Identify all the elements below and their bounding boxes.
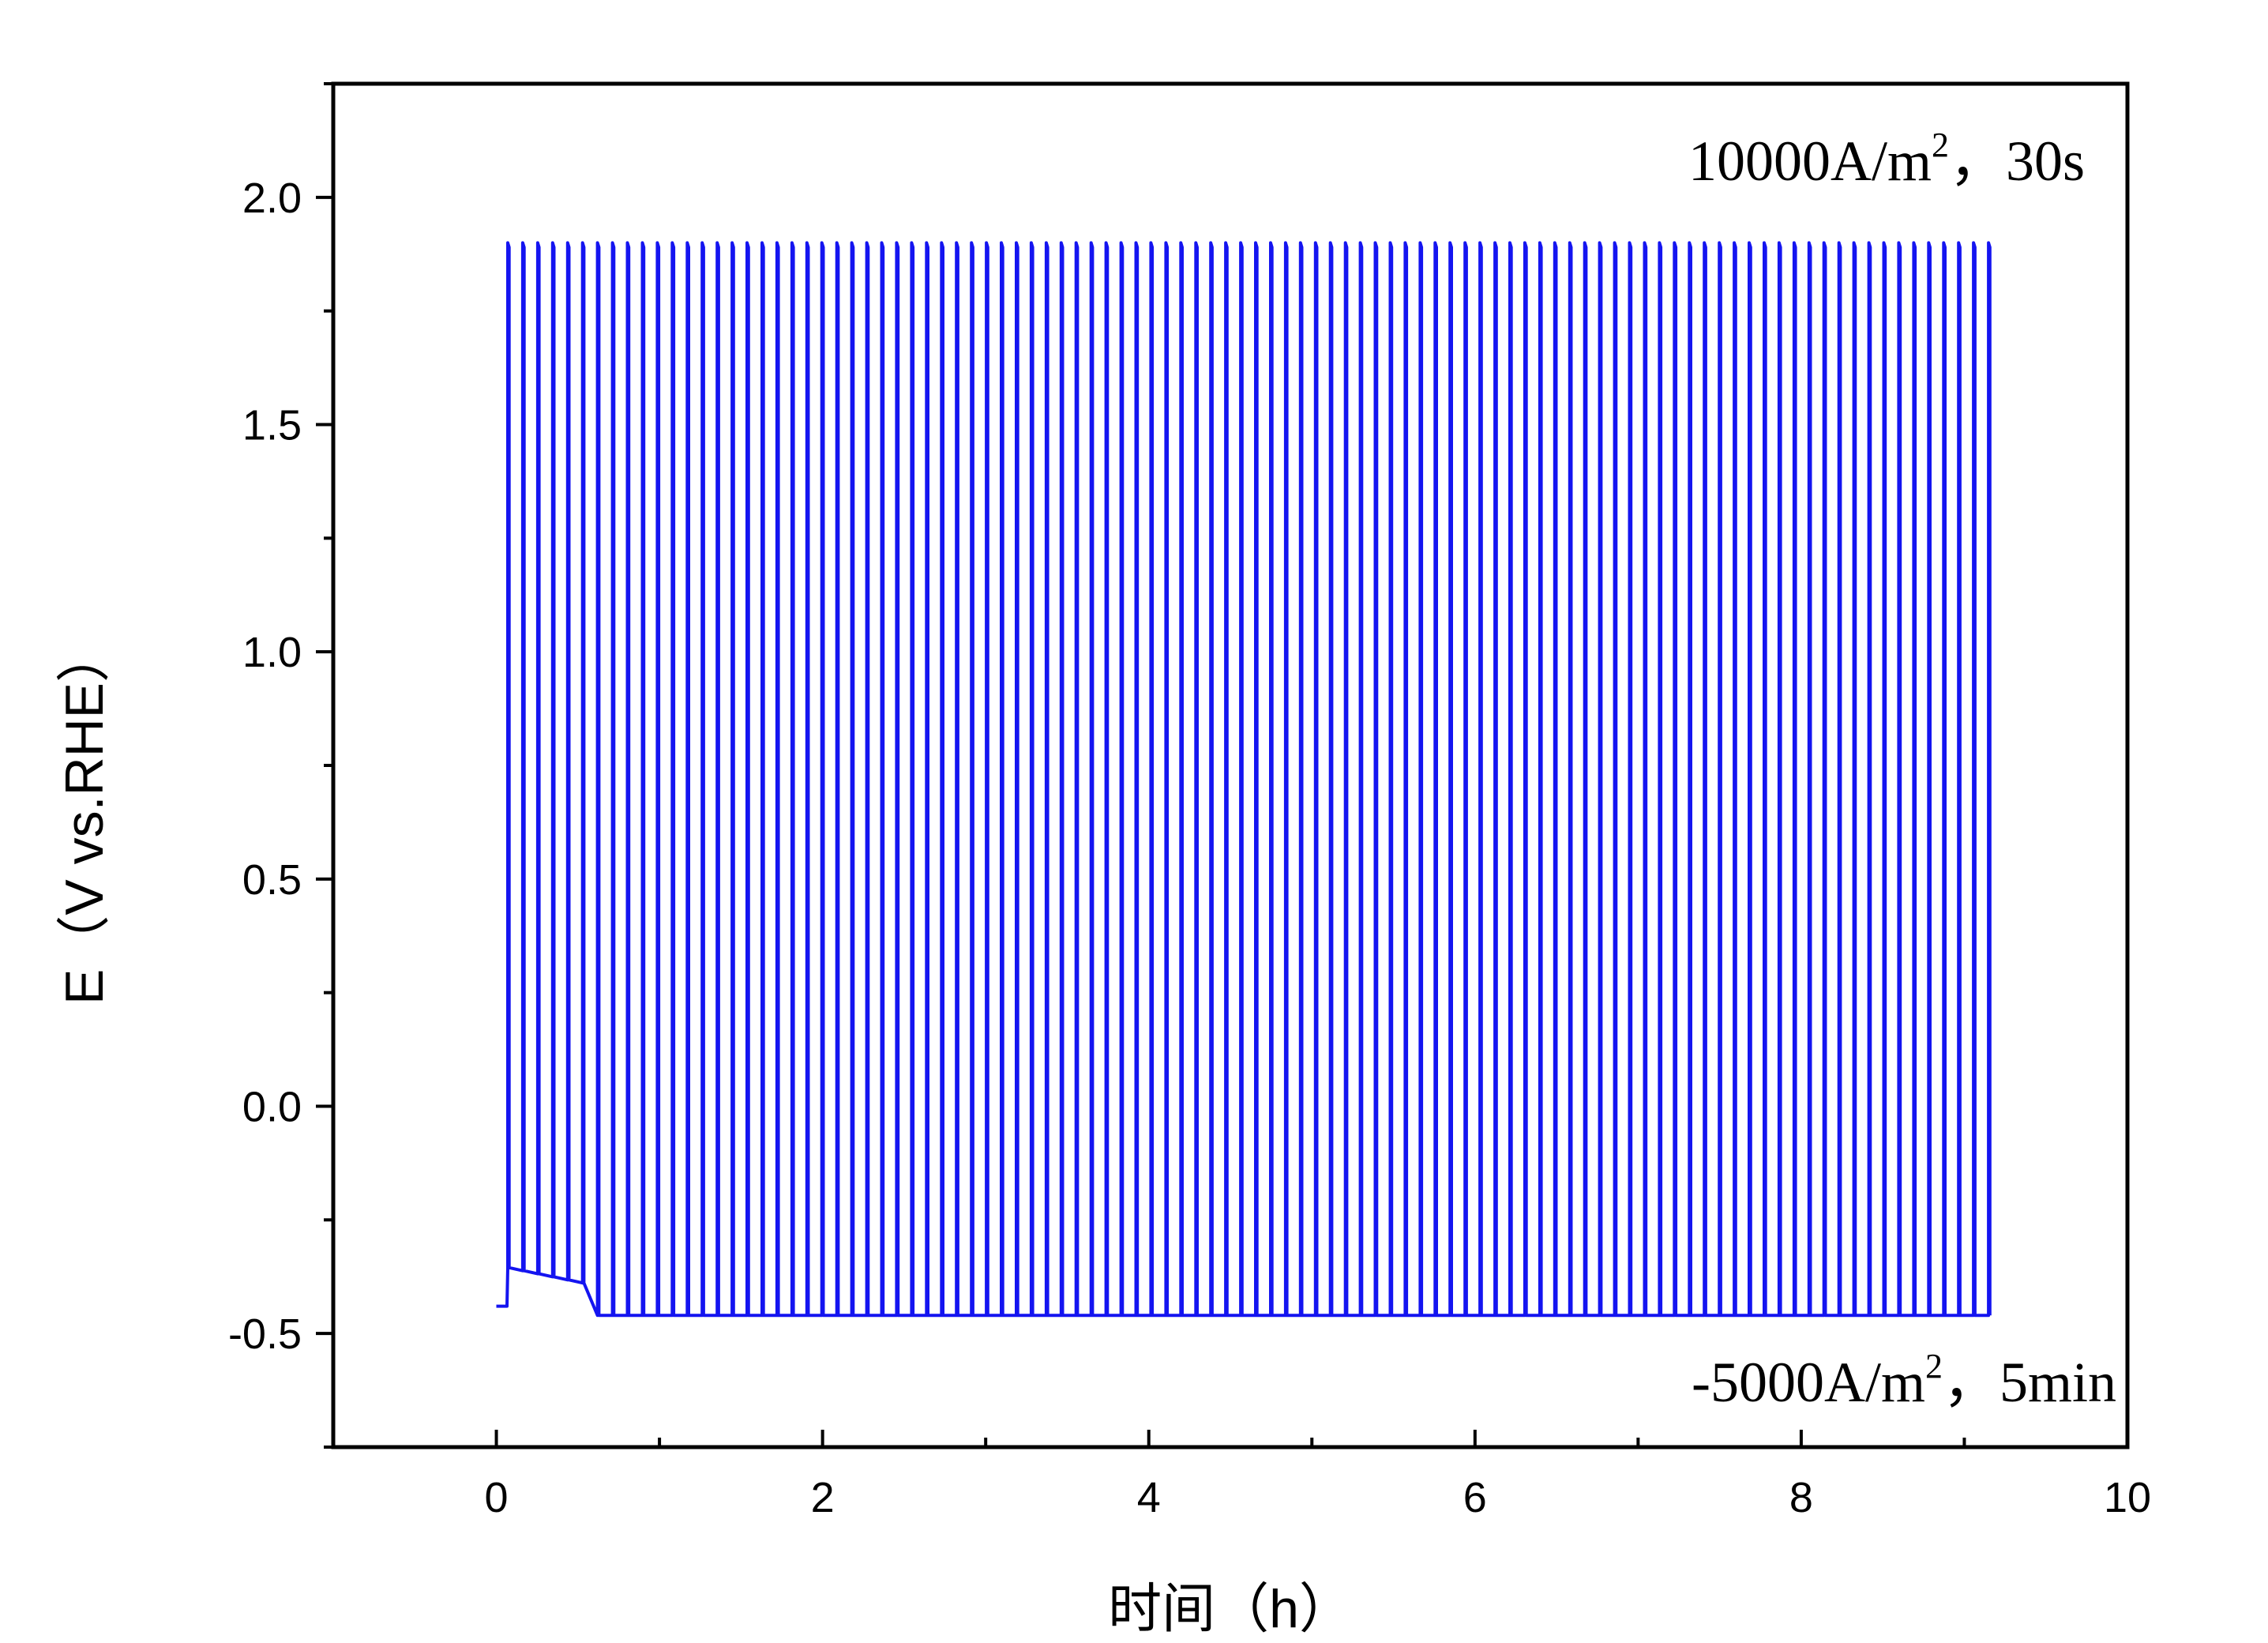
x-tick-label: 6: [1463, 1474, 1487, 1521]
annotation-bottom: -5000A/m2，5min: [1692, 1347, 2116, 1414]
y-tick-label: 0.0: [242, 1084, 302, 1131]
y-tick-label: 1.5: [242, 402, 302, 449]
y-axis-title: E（V vs.RHE）: [54, 629, 115, 1005]
x-axis-title: 时间（h）: [1108, 1579, 1353, 1639]
series-line: [496, 241, 1992, 1318]
y-tick-label: 2.0: [242, 175, 302, 222]
x-axis-ticks: 0 2 4 6 8 10: [332, 1430, 2151, 1521]
annotation-top: 10000A/m2，30s: [1688, 126, 2085, 193]
x-tick-label: 2: [811, 1474, 835, 1521]
x-tick-label: 10: [2104, 1474, 2151, 1521]
x-tick-label: 0: [485, 1474, 509, 1521]
y-axis-ticks: -0.5 0.0 0.5 1.0 1.5 2.0: [228, 82, 333, 1449]
y-tick-label: 0.5: [242, 856, 302, 904]
y-tick-label: -0.5: [228, 1310, 302, 1358]
y-tick-label: 1.0: [242, 629, 302, 676]
x-tick-label: 8: [1789, 1474, 1813, 1521]
plot-frame: [331, 81, 2130, 1449]
x-tick-label: 4: [1137, 1474, 1161, 1521]
